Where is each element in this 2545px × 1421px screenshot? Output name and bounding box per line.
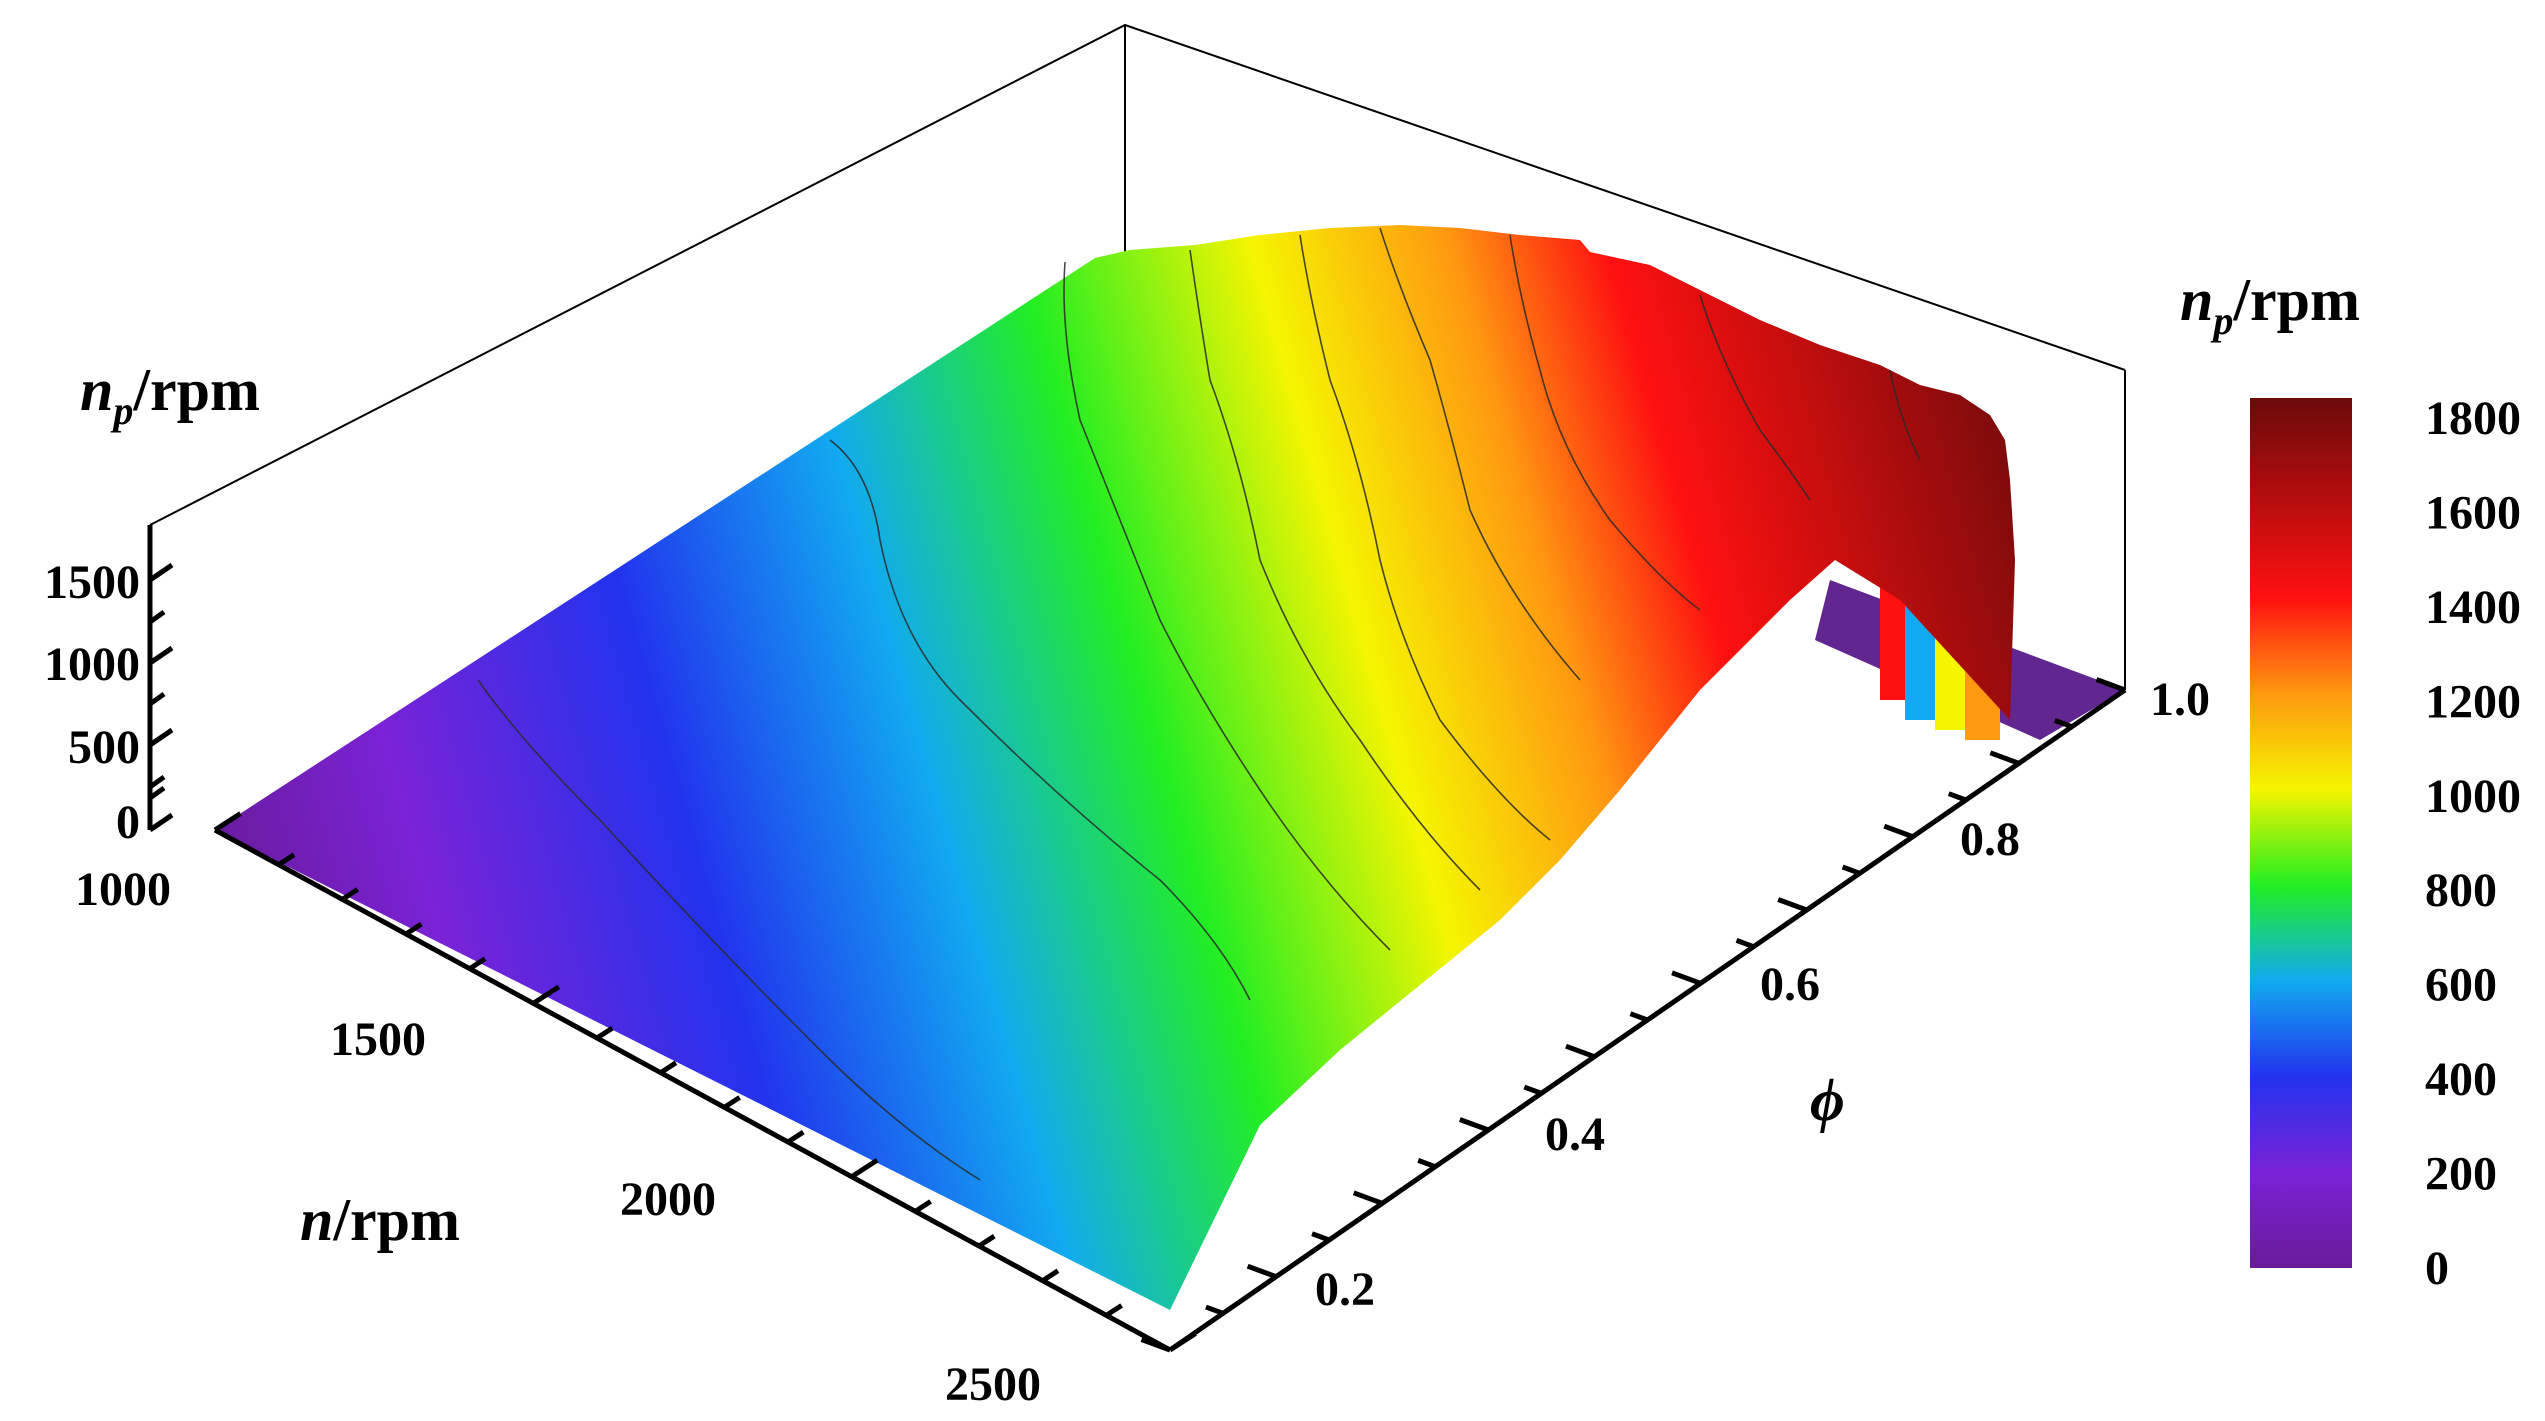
x-axis-title-unit: /rpm (332, 1187, 460, 1253)
y-axis-title-main: ϕ (1810, 1067, 1845, 1133)
x-axis-tick-mark (913, 1199, 932, 1214)
x-tick-2: 2000 (620, 1173, 716, 1226)
x-tick-3: 2500 (945, 1358, 1041, 1411)
x-axis: 1000 1500 2000 2500 n/rpm (75, 811, 1197, 1411)
x-axis-tick-mark (595, 1026, 614, 1041)
x-axis-tick-mark (340, 887, 359, 902)
colorbar-tick-1: 200 (2425, 1148, 2497, 1201)
y-axis: 0.2 0.4 0.6 0.8 1.0 ϕ (1140, 673, 2210, 1353)
surface (215, 225, 2015, 1310)
y-axis-tick-mark (1565, 1043, 1596, 1060)
z-axis-title: np/rpm (80, 357, 260, 433)
x-axis-tick-mark (277, 852, 296, 867)
x-axis-tick-mark (531, 984, 561, 1006)
x-axis-tick-mark (213, 811, 242, 833)
y-axis-tick-mark (1523, 1084, 1543, 1096)
x-axis-tick-mark (850, 1158, 879, 1179)
x-axis-title-main: n (300, 1187, 333, 1253)
colorbar-title-unit: /rpm (2232, 267, 2360, 333)
z-tick-3: 1500 (44, 556, 140, 609)
x-axis-tick-mark (1041, 1268, 1060, 1283)
y-axis-tick-mark (2053, 718, 2073, 730)
x-axis-title: n/rpm (300, 1187, 460, 1253)
y-axis-tick-mark (1629, 1011, 1649, 1023)
colorbar-tick-8: 1600 (2425, 486, 2521, 539)
y-axis-tick-mark (1246, 1263, 1277, 1280)
x-axis-tick-mark (722, 1095, 741, 1110)
x-tick-0: 1000 (75, 863, 171, 916)
z-tick-0: 0 (116, 796, 140, 849)
colorbar-tick-7: 1400 (2425, 581, 2521, 634)
y-tick-2: 0.6 (1760, 958, 1820, 1011)
contour-lines (477, 227, 1921, 1181)
x-axis-tick-mark (404, 922, 423, 937)
x-axis-tick-mark (1104, 1303, 1123, 1318)
y-tick-1: 0.4 (1545, 1108, 1605, 1161)
z-axis: 0 500 1000 1500 np/rpm (44, 357, 260, 849)
colorbar-tick-9: 1800 (2425, 392, 2521, 445)
colorbar-tick-3: 600 (2425, 959, 2497, 1012)
y-axis-tick-mark (1841, 864, 1861, 876)
y-axis-tick-mark (2095, 677, 2126, 693)
colorbar-tick-4: 800 (2425, 864, 2497, 917)
x-axis-tick-mark (468, 956, 487, 971)
colorbar-title: np/rpm (2180, 267, 2360, 343)
z-tick-1: 500 (68, 721, 140, 774)
x-axis-tick-mark (786, 1130, 805, 1145)
colorbar-tick-6: 1200 (2425, 675, 2521, 728)
y-axis-tick-mark (1311, 1231, 1331, 1243)
y-axis-tick-mark (1417, 1158, 1437, 1170)
y-axis-tick-mark (1671, 970, 1702, 986)
y-axis-tick-mark (1205, 1304, 1224, 1316)
colorbar: np/rpm 0 200 400 600 800 1000 1200 1400 1600 1800 (2180, 267, 2521, 1295)
x-axis-tick-mark (659, 1060, 678, 1075)
y-axis-tick-mark (1458, 1117, 1490, 1133)
y-axis-tick-mark (1352, 1190, 1384, 1206)
y-axis-tick-mark (1883, 823, 1914, 840)
x-tick-1: 1500 (330, 1013, 426, 1066)
colorbar-tick-0: 0 (2425, 1242, 2449, 1295)
colorbar-gradient (2250, 398, 2352, 1268)
y-tick-0: 0.2 (1315, 1263, 1375, 1316)
y-axis-tick-mark (1777, 897, 1808, 913)
z-axis-title-main: n (80, 357, 113, 423)
y-axis-tick-mark (1140, 1337, 1171, 1353)
x-axis-tick-mark (977, 1234, 996, 1249)
colorbar-tick-5: 1000 (2425, 770, 2521, 823)
colorbar-tick-2: 400 (2425, 1053, 2497, 1106)
colorbar-title-sub: p (2210, 298, 2233, 343)
z-tick-2: 1000 (44, 638, 140, 691)
y-axis-tick-mark (1989, 750, 2020, 766)
z-axis-title-sub: p (110, 388, 133, 433)
y-tick-3: 0.8 (1960, 813, 2020, 866)
z-axis-title-unit: /rpm (132, 357, 260, 423)
y-axis-tick-mark (1947, 791, 1967, 803)
y-tick-4: 1.0 (2150, 673, 2210, 726)
y-axis-tick-mark (1735, 938, 1755, 950)
y-axis-title: ϕ (1810, 1067, 1845, 1133)
colorbar-title-main: n (2180, 267, 2213, 333)
